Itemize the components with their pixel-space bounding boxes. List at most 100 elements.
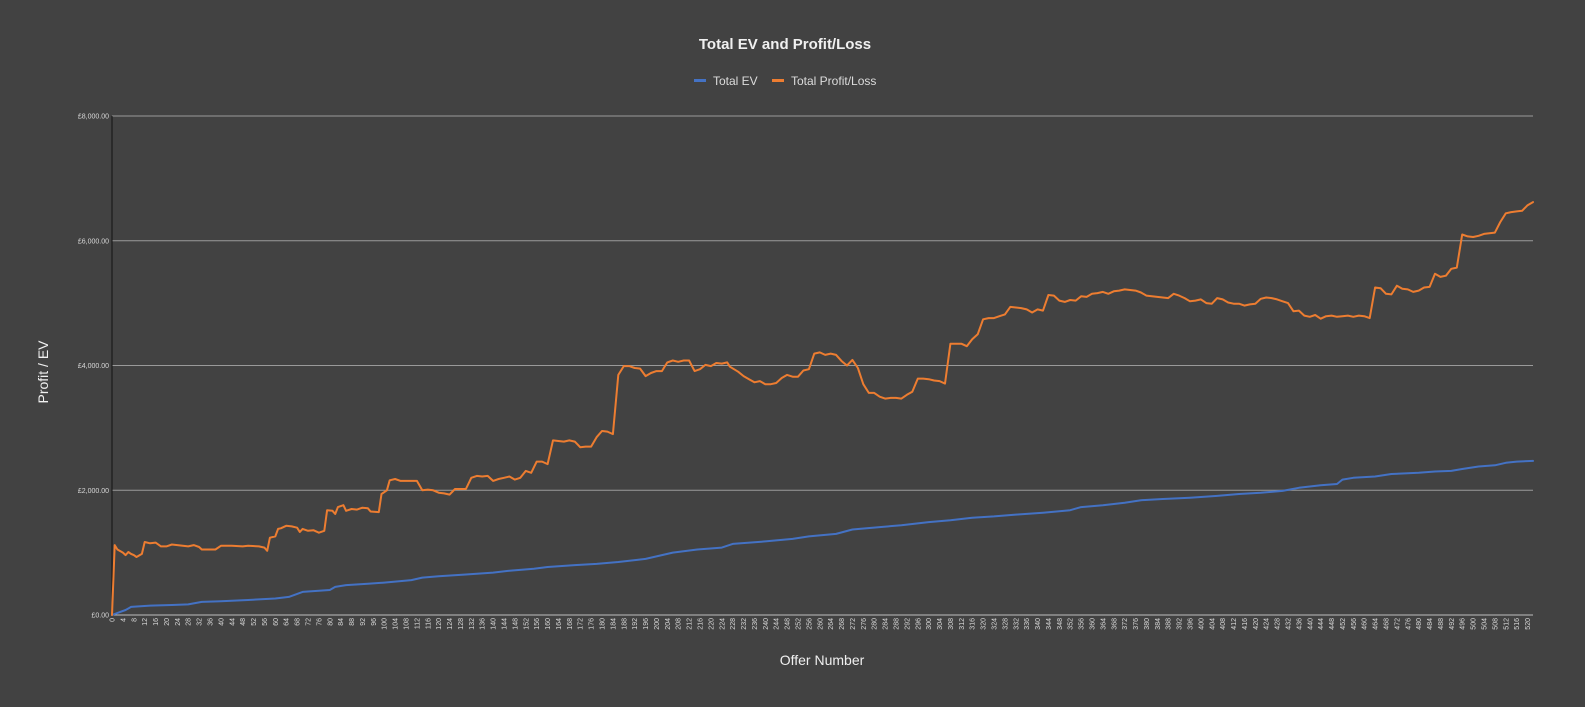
x-tick-label: 372 bbox=[1122, 618, 1129, 630]
x-tick-label: 508 bbox=[1492, 618, 1499, 630]
x-tick-label: 52 bbox=[251, 618, 258, 626]
x-tick-label: 280 bbox=[872, 618, 879, 630]
x-tick-label: 440 bbox=[1307, 618, 1314, 630]
x-tick-label: 392 bbox=[1177, 618, 1184, 630]
x-tick-label: 260 bbox=[817, 618, 824, 630]
x-tick-label: 92 bbox=[360, 618, 367, 626]
x-tick-label: 368 bbox=[1111, 618, 1118, 630]
x-tick-label: 380 bbox=[1144, 618, 1151, 630]
x-axis-title: Offer Number bbox=[780, 652, 865, 668]
gridlines bbox=[112, 115, 1533, 491]
x-tick-label: 8 bbox=[131, 618, 138, 622]
x-tick-label: 168 bbox=[567, 618, 574, 630]
x-tick-label: 64 bbox=[284, 618, 291, 626]
x-tick-label: 16 bbox=[153, 618, 160, 626]
legend-swatch-total-ev bbox=[694, 79, 706, 82]
x-tick-label: 176 bbox=[589, 618, 596, 630]
x-tick-label: 112 bbox=[414, 618, 421, 629]
x-tick-label: 452 bbox=[1340, 618, 1347, 630]
x-tick-label: 484 bbox=[1427, 618, 1434, 630]
x-tick-label: 116 bbox=[425, 618, 432, 629]
x-tick-label: 84 bbox=[338, 618, 345, 626]
x-tick-label: 20 bbox=[164, 618, 171, 626]
x-tick-label: 32 bbox=[197, 618, 204, 626]
y-tick-label: £6,000.00 bbox=[78, 238, 109, 245]
x-tick-label: 68 bbox=[295, 618, 302, 626]
x-tick-label: 200 bbox=[654, 618, 661, 630]
x-tick-label: 100 bbox=[382, 618, 389, 630]
x-tick-label: 56 bbox=[262, 618, 269, 626]
x-tick-label: 60 bbox=[273, 618, 280, 626]
x-tick-label: 276 bbox=[861, 618, 868, 630]
x-tick-label: 208 bbox=[676, 618, 683, 630]
x-tick-label: 36 bbox=[208, 618, 215, 626]
x-tick-label: 472 bbox=[1394, 618, 1401, 630]
x-tick-label: 104 bbox=[393, 618, 400, 630]
x-tick-label: 296 bbox=[915, 618, 922, 630]
x-tick-label: 240 bbox=[763, 618, 770, 630]
x-tick-label: 88 bbox=[349, 618, 356, 626]
x-tick-label: 220 bbox=[708, 618, 715, 630]
series-total-profit-loss-line bbox=[111, 201, 1534, 616]
x-tick-label: 516 bbox=[1514, 618, 1521, 630]
x-tick-label: 356 bbox=[1079, 618, 1086, 630]
x-tick-label: 128 bbox=[458, 618, 465, 630]
x-tick-label: 292 bbox=[904, 618, 911, 630]
x-tick-label: 360 bbox=[1090, 618, 1097, 630]
x-tick-label: 124 bbox=[447, 618, 454, 630]
y-tick-label: £2,000.00 bbox=[78, 488, 109, 495]
x-tick-label: 384 bbox=[1155, 618, 1162, 630]
x-tick-label: 352 bbox=[1068, 618, 1075, 630]
legend-swatch-total-profit-loss bbox=[772, 79, 784, 82]
x-tick-label: 404 bbox=[1209, 618, 1216, 630]
x-tick-label: 152 bbox=[523, 618, 530, 630]
x-tick-label: 232 bbox=[741, 618, 748, 630]
x-tick-label: 180 bbox=[600, 618, 607, 630]
x-tick-label: 252 bbox=[796, 618, 803, 630]
x-tick-label: 336 bbox=[1024, 618, 1031, 630]
x-tick-label: 284 bbox=[883, 618, 890, 630]
x-tick-label: 344 bbox=[1046, 618, 1053, 630]
x-tick-label: 488 bbox=[1438, 618, 1445, 630]
x-tick-label: 460 bbox=[1362, 618, 1369, 630]
x-tick-label: 412 bbox=[1231, 618, 1238, 630]
x-tick-label: 308 bbox=[948, 618, 955, 630]
x-tick-label: 416 bbox=[1242, 618, 1249, 630]
x-tick-label: 160 bbox=[545, 618, 552, 630]
x-tick-label: 324 bbox=[992, 618, 999, 630]
x-tick-label: 420 bbox=[1253, 618, 1260, 630]
x-tick-label: 316 bbox=[970, 618, 977, 630]
x-tick-label: 0 bbox=[110, 618, 117, 622]
x-tick-label: 500 bbox=[1471, 618, 1478, 630]
x-tick-label: 364 bbox=[1100, 618, 1107, 630]
chart-title: Total EV and Profit/Loss bbox=[699, 36, 871, 53]
y-tick-label: £4,000.00 bbox=[78, 363, 109, 370]
x-tick-label: 132 bbox=[469, 618, 476, 630]
x-tick-label: 476 bbox=[1405, 618, 1412, 630]
x-tick-label: 408 bbox=[1220, 618, 1227, 630]
x-tick-label: 224 bbox=[719, 618, 726, 630]
x-tick-label: 400 bbox=[1198, 618, 1205, 630]
x-tick-label: 444 bbox=[1318, 618, 1325, 630]
x-tick-label: 96 bbox=[371, 618, 378, 626]
x-tick-label: 504 bbox=[1482, 618, 1489, 630]
y-tick-label: £0.00 bbox=[91, 613, 109, 620]
x-tick-label: 268 bbox=[839, 618, 846, 630]
y-tick-label: £8,000.00 bbox=[78, 114, 109, 121]
x-tick-label: 148 bbox=[512, 618, 519, 630]
x-tick-label: 40 bbox=[218, 618, 225, 626]
x-tick-label: 388 bbox=[1166, 618, 1173, 630]
legend-label-total-profit-loss: Total Profit/Loss bbox=[791, 74, 876, 88]
legend-label-total-ev: Total EV bbox=[713, 74, 758, 88]
x-tick-label: 164 bbox=[556, 618, 563, 630]
x-tick-label: 288 bbox=[894, 618, 901, 630]
x-tick-label: 492 bbox=[1449, 618, 1456, 630]
x-tick-label: 108 bbox=[404, 618, 411, 630]
x-tick-label: 216 bbox=[698, 618, 705, 630]
x-tick-label: 12 bbox=[142, 618, 149, 626]
x-tick-label: 480 bbox=[1416, 618, 1423, 630]
x-tick-label: 196 bbox=[643, 618, 650, 630]
x-tick-label: 120 bbox=[436, 618, 443, 630]
x-tick-label: 212 bbox=[687, 618, 694, 630]
